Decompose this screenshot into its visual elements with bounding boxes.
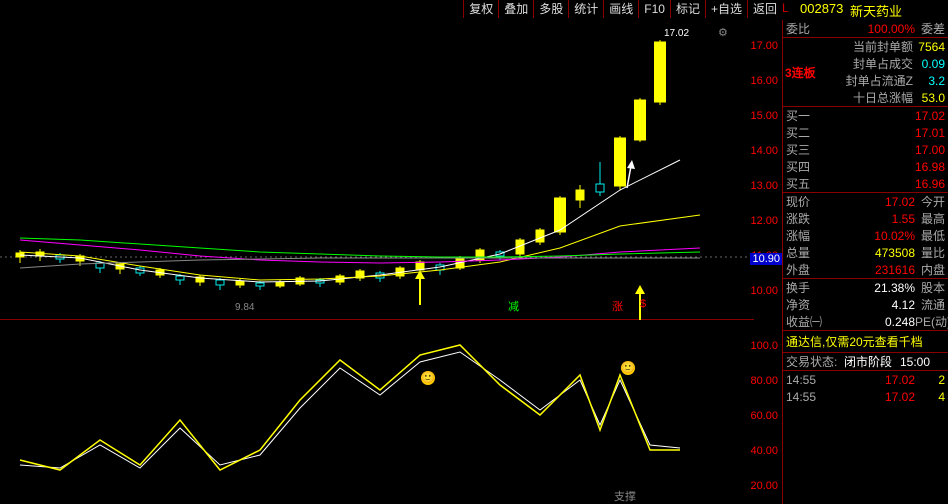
price-tick: 10.00 [750, 285, 778, 297]
toolbar-item[interactable]: 返回 [747, 0, 782, 18]
price-tick: 15.00 [750, 110, 778, 122]
indicator-tick: 60.00 [750, 410, 778, 422]
smiley-icon [621, 361, 635, 375]
smiley-icon [421, 371, 435, 385]
main-chart[interactable]: 17.02 9.84 ⚙ [0, 20, 754, 320]
toolbar-item[interactable]: 叠加 [498, 0, 533, 18]
current-price-marker: 10.90 [750, 253, 782, 265]
toolbar-item[interactable]: 多股 [533, 0, 568, 18]
zhang-label: 涨 [612, 298, 623, 314]
low-price-label: 9.84 [235, 302, 254, 313]
toolbar-item[interactable]: 标记 [670, 0, 705, 18]
indicator-tick: 80.00 [750, 375, 778, 387]
indicator-tick: 40.00 [750, 445, 778, 457]
toolbar-item[interactable]: +自选 [705, 0, 747, 18]
top-price-label: 17.02 [664, 28, 689, 39]
header-l-label: L [782, 1, 789, 15]
price-tick: 17.00 [750, 40, 778, 52]
banner[interactable]: 通达信,仅需20元查看千档 [783, 330, 948, 353]
zhicheng-label: 支撑 [614, 488, 636, 504]
side-panel: 委比100.00%委差3连板当前封单额7564封单占成交0.09封单占流通Z3.… [782, 20, 948, 504]
toolbar: 复权叠加多股统计画线F10标记+自选返回 [463, 0, 782, 18]
stock-name[interactable]: 新天药业 [850, 1, 902, 20]
toolbar-item[interactable]: 复权 [463, 0, 498, 18]
price-axis: 17.0016.0015.0014.0013.0012.0011.0010.00… [756, 20, 780, 320]
price-tick: 13.00 [750, 180, 778, 192]
price-tick: 14.00 [750, 145, 778, 157]
lianban-label: 3连板 [783, 38, 827, 106]
toolbar-item[interactable]: F10 [638, 0, 670, 18]
toolbar-item[interactable]: 画线 [603, 0, 638, 18]
stock-code[interactable]: 002873 [800, 1, 843, 16]
jian-label: 减 [508, 298, 519, 314]
price-tick: 16.00 [750, 75, 778, 87]
indicator-chart[interactable]: 减 涨 $ 支撑 [0, 320, 754, 504]
indicator-tick: 20.00 [750, 480, 778, 492]
price-tick: 12.00 [750, 215, 778, 227]
toolbar-item[interactable]: 统计 [568, 0, 603, 18]
indicator-tick: 100.0 [750, 340, 778, 352]
settings-icon[interactable]: ⚙ [718, 26, 728, 39]
dollar-label: $ [640, 298, 646, 310]
indicator-axis: 100.080.0060.0040.0020.00 [756, 320, 780, 504]
